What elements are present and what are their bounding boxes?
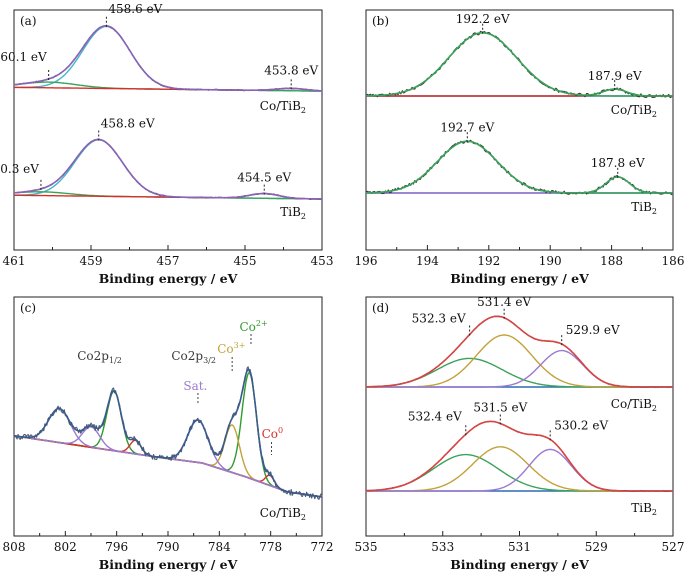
x-tick-label: 455 [234, 254, 257, 268]
x-axis-label: Binding energy / eV [99, 271, 238, 286]
peak-annotation: Co2+ [239, 319, 267, 334]
fit-envelope [365, 420, 673, 492]
peak-annotation: 458.6 eV [108, 2, 162, 16]
peak-annotation: 187.9 eV [588, 69, 642, 83]
sample-label: Co/TiB2 [611, 397, 657, 413]
fit-envelope [366, 315, 673, 388]
component-peak [14, 139, 322, 200]
x-axis-label: Binding energy / eV [450, 557, 589, 572]
fit-envelope [13, 138, 322, 200]
panel-label: (b) [372, 14, 389, 28]
peak-annotation: Co2p1/2 [77, 349, 122, 365]
component-peak [366, 32, 673, 97]
peak-annotation: 460.3 eV [0, 162, 39, 176]
x-tick-label: 196 [355, 254, 378, 268]
panel-b: 196 194 192 190 188 186 Binding energy / eV (b)… [355, 9, 685, 286]
panel-label: (d) [372, 301, 389, 315]
x-tick-label: 188 [600, 254, 623, 268]
sample-label: TiB2 [631, 501, 657, 517]
plot-frame [13, 9, 323, 251]
sample-label: Co/TiB2 [260, 506, 306, 522]
panel-a: 461 459 457 455 453 Binding energy / eV (a) 458… [0, 2, 333, 286]
panel-c: 808 802 796 790 784 778 772 Binding energy / eV… [3, 296, 334, 572]
x-tick-label: 808 [3, 540, 26, 554]
component-peak [14, 25, 322, 92]
sample-label: TiB2 [280, 205, 306, 221]
peak-annotation: 531.4 eV [477, 295, 531, 309]
peak-annotation: 530.2 eV [554, 418, 608, 432]
raw-spectrum [13, 25, 323, 92]
x-tick-label: 533 [431, 540, 454, 554]
sample-label: TiB2 [631, 200, 657, 216]
x-tick-label: 802 [54, 540, 77, 554]
x-axis-label: Binding energy / eV [450, 271, 589, 286]
peak-annotation: 531.5 eV [473, 400, 527, 414]
fit-envelope [13, 25, 323, 92]
peak-annotation: Co0 [262, 426, 284, 441]
x-tick-label: 527 [662, 540, 685, 554]
peak-annotation: 187.8 eV [591, 156, 645, 170]
peak-annotation: 532.3 eV [412, 311, 466, 325]
raw-spectrum [13, 138, 323, 200]
peak-annotation: 192.7 eV [440, 120, 494, 134]
peak-annotation: 192.2 eV [456, 12, 510, 26]
peak-annotation: 460.1 eV [0, 50, 47, 64]
panel-d: 535 533 531 529 527 Binding energy / eV (d) 531… [355, 295, 685, 572]
x-tick-label: 194 [416, 254, 439, 268]
fit-envelope [366, 140, 673, 194]
peak-annotation: Co3+ [217, 341, 245, 356]
fit-envelope [13, 368, 323, 498]
x-tick-label: 529 [585, 540, 608, 554]
plot-frame [365, 9, 674, 251]
component-peak [366, 446, 673, 492]
panel-label: (a) [20, 14, 37, 28]
x-tick-label: 190 [539, 254, 562, 268]
x-tick-label: 457 [157, 254, 180, 268]
x-tick-label: 535 [355, 540, 378, 554]
fit-envelope [366, 31, 673, 97]
x-axis-label: Binding energy / eV [99, 557, 238, 572]
peak-annotation: Sat. [183, 379, 207, 393]
sample-label: Co/TiB2 [260, 99, 306, 115]
x-tick-label: 459 [80, 254, 103, 268]
x-tick-label: 772 [311, 540, 334, 554]
x-tick-label: 461 [3, 254, 26, 268]
x-tick-label: 778 [259, 540, 282, 554]
peak-annotation: 532.4 eV [408, 409, 462, 423]
raw-spectrum [365, 30, 674, 99]
panel-label: (c) [20, 301, 36, 315]
x-tick-label: 796 [105, 540, 128, 554]
x-tick-label: 531 [508, 540, 531, 554]
sample-label: Co/TiB2 [611, 103, 657, 119]
x-tick-label: 790 [157, 540, 180, 554]
x-tick-label: 784 [208, 540, 231, 554]
component-peak [366, 176, 673, 194]
raw-spectrum [365, 315, 674, 388]
x-tick-label: 453 [311, 254, 334, 268]
peak-annotation: 454.5 eV [237, 171, 291, 185]
peak-annotation: 458.8 eV [101, 116, 155, 130]
plot-frame [13, 296, 323, 537]
x-tick-label: 192 [477, 254, 500, 268]
peak-annotation: Co2p3/2 [171, 349, 216, 365]
peak-annotation: 529.9 eV [566, 323, 620, 337]
component-peak [365, 453, 673, 492]
x-tick-label: 186 [662, 254, 685, 268]
peak-annotation: 453.8 eV [264, 63, 318, 77]
component-peak [366, 334, 673, 388]
